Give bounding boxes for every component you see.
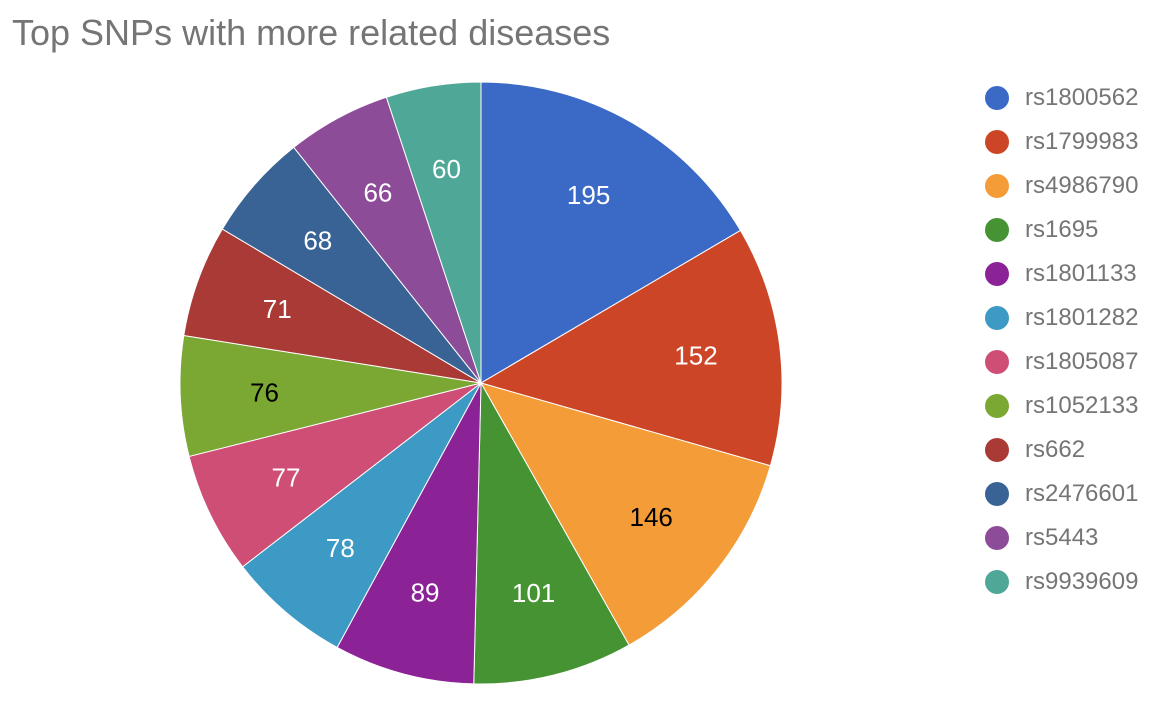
pie-slices	[179, 81, 783, 685]
legend-swatch	[985, 350, 1009, 374]
legend-label: rs1801282	[1025, 304, 1139, 331]
chart-legend: rs1800562 rs1799983 rs4986790 rs1695 rs18011…	[985, 76, 1138, 604]
slice-value-label: 146	[630, 502, 673, 532]
legend-item[interactable]: rs662	[985, 428, 1138, 472]
slice-value-label: 71	[263, 294, 292, 324]
legend-swatch	[985, 438, 1009, 462]
legend-item[interactable]: rs1805087	[985, 340, 1138, 384]
slice-value-label: 66	[363, 177, 392, 207]
legend-swatch	[985, 174, 1009, 198]
legend-label: rs1805087	[1025, 348, 1139, 375]
legend-item[interactable]: rs2476601	[985, 472, 1138, 516]
pie-slice-rs1800562[interactable]	[480, 81, 742, 384]
legend-item[interactable]: rs1801133	[985, 252, 1138, 296]
legend-swatch	[985, 262, 1009, 286]
slice-value-label: 78	[326, 533, 355, 563]
legend-item[interactable]: rs1052133	[985, 384, 1138, 428]
legend-swatch	[985, 570, 1009, 594]
legend-swatch	[985, 86, 1009, 110]
legend-item[interactable]: rs5443	[985, 516, 1138, 560]
legend-item[interactable]: rs1695	[985, 208, 1138, 252]
slice-value-label: 76	[250, 378, 279, 408]
slice-value-label: 195	[567, 180, 610, 210]
legend-item[interactable]: rs1801282	[985, 296, 1138, 340]
legend-swatch	[985, 306, 1009, 330]
slice-value-label: 77	[272, 463, 301, 493]
legend-swatch	[985, 218, 1009, 242]
slice-value-label: 68	[303, 225, 332, 255]
legend-item[interactable]: rs4986790	[985, 164, 1138, 208]
pie-slice-rs1801282[interactable]	[241, 382, 482, 649]
legend-item[interactable]: rs1799983	[985, 120, 1138, 164]
chart-title: Top SNPs with more related diseases	[12, 12, 611, 53]
legend-label: rs1801133	[1025, 260, 1137, 287]
legend-label: rs4986790	[1025, 172, 1139, 199]
legend-label: rs1799983	[1025, 128, 1139, 155]
pie-slice-rs1805087[interactable]	[188, 382, 482, 568]
pie-slice-rs1801133[interactable]	[336, 382, 482, 685]
legend-swatch	[985, 482, 1009, 506]
pie-slice-rs9939609[interactable]	[385, 81, 482, 384]
legend-swatch	[985, 130, 1009, 154]
legend-label: rs9939609	[1025, 568, 1139, 595]
pie-slice-rs4986790[interactable]	[479, 382, 772, 646]
pie-slice-rs1799983[interactable]	[479, 229, 783, 467]
legend-swatch	[985, 394, 1009, 418]
legend-label: rs1800562	[1025, 84, 1139, 111]
legend-item[interactable]: rs9939609	[985, 560, 1138, 604]
legend-label: rs1052133	[1025, 392, 1139, 419]
pie-slice-labels: 195 152 146 101 89 78 77 76 71 68 66 60	[250, 154, 718, 608]
legend-swatch	[985, 526, 1009, 550]
pie-slice-rs1052133[interactable]	[179, 334, 482, 458]
legend-label: rs1695	[1025, 216, 1099, 243]
slice-value-label: 89	[411, 577, 440, 607]
slice-value-label: 101	[512, 578, 555, 608]
legend-label: rs2476601	[1025, 480, 1139, 507]
slice-value-label: 60	[432, 154, 461, 184]
legend-item[interactable]: rs1800562	[985, 76, 1138, 120]
legend-label: rs662	[1025, 436, 1086, 463]
slice-value-label: 152	[674, 341, 717, 371]
legend-label: rs5443	[1025, 524, 1099, 551]
pie-slice-rs1695[interactable]	[473, 381, 630, 685]
